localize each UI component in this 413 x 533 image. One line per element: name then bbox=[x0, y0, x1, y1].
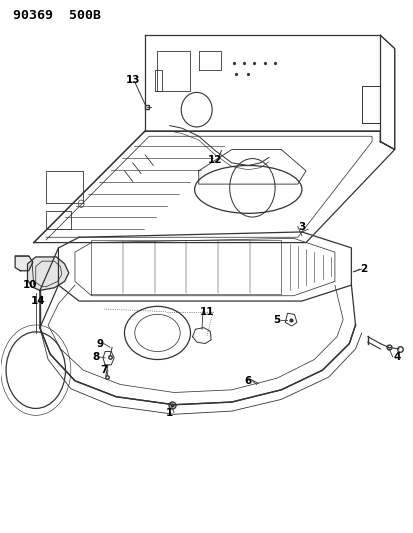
Polygon shape bbox=[27, 257, 69, 290]
Text: 7: 7 bbox=[100, 365, 107, 375]
Text: 6: 6 bbox=[244, 376, 251, 386]
Text: 12: 12 bbox=[207, 155, 222, 165]
Text: 9: 9 bbox=[96, 338, 103, 349]
Text: 3: 3 bbox=[297, 222, 305, 232]
Text: 2: 2 bbox=[359, 264, 366, 274]
Text: 10: 10 bbox=[22, 280, 37, 290]
Text: 1: 1 bbox=[166, 408, 173, 418]
Text: 90369  500B: 90369 500B bbox=[13, 9, 101, 22]
Polygon shape bbox=[15, 256, 33, 271]
Text: 11: 11 bbox=[199, 306, 214, 317]
Text: 4: 4 bbox=[392, 352, 399, 362]
Text: 5: 5 bbox=[273, 314, 280, 325]
Text: 14: 14 bbox=[31, 296, 45, 306]
Text: 8: 8 bbox=[92, 352, 99, 362]
Text: 13: 13 bbox=[125, 75, 140, 85]
